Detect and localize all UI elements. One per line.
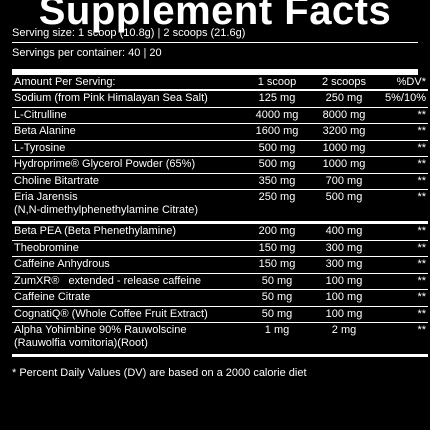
ingredient-name: Sodium (from Pink Himalayan Sea Salt) — [12, 90, 244, 108]
amount-scoop2: 2 mg — [310, 322, 378, 357]
servings-per-container: Servings per container: 40 | 20 — [12, 47, 162, 59]
daily-value: ** — [378, 140, 428, 157]
amount-scoop2: 8000 mg — [310, 107, 378, 124]
daily-value: ** — [378, 306, 428, 323]
table-row: Caffeine Citrate 50 mg 100 mg ** — [12, 289, 428, 307]
daily-value: ** — [378, 222, 428, 241]
facts-table: Amount Per Serving: 1 scoop 2 scoops %DV… — [12, 75, 428, 357]
daily-value: ** — [378, 189, 428, 224]
ingredient-name-line2: (Rauwolfia vomitoria)(Root) — [14, 337, 148, 349]
amount-scoop1: 150 mg — [244, 240, 310, 257]
footnote: * Percent Daily Values (DV) are based on… — [12, 367, 307, 379]
table-row: Choline Bitartrate 350 mg 700 mg ** — [12, 173, 428, 190]
ingredient-name: Caffeine Anhydrous — [12, 256, 244, 274]
amount-scoop1: 1600 mg — [244, 123, 310, 141]
amount-scoop1: 200 mg — [244, 222, 310, 241]
amount-scoop2: 300 mg — [310, 240, 378, 257]
amount-scoop2: 400 mg — [310, 222, 378, 241]
serving-info: Serving size: 1 scoop (10.8g) | 2 scoops… — [12, 23, 418, 62]
daily-value: 5%/10% — [378, 90, 428, 108]
header-scoop2: 2 scoops — [310, 75, 378, 91]
header-amount: Amount Per Serving: — [12, 75, 244, 91]
daily-value: ** — [378, 173, 428, 190]
amount-scoop1: 500 mg — [244, 140, 310, 157]
amount-scoop2: 100 mg — [310, 273, 378, 290]
ingredient-name: Hydroprime® Glycerol Powder (65%) — [12, 156, 244, 174]
amount-scoop2: 100 mg — [310, 306, 378, 323]
amount-scoop2: 3200 mg — [310, 123, 378, 141]
table-row: Sodium (from Pink Himalayan Sea Salt) 12… — [12, 90, 428, 108]
ingredient-name: Alpha Yohimbine 90% Rauwolscine (Rauwolf… — [12, 322, 244, 357]
amount-scoop2: 1000 mg — [310, 156, 378, 174]
ingredient-name-line1: Alpha Yohimbine 90% Rauwolscine — [14, 324, 187, 336]
daily-value: ** — [378, 322, 428, 357]
amount-scoop1: 150 mg — [244, 256, 310, 274]
amount-scoop2: 300 mg — [310, 256, 378, 274]
thick-divider — [12, 69, 418, 75]
table-row: CognatiQ® (Whole Coffee Fruit Extract) 5… — [12, 306, 428, 323]
serving-size: Serving size: 1 scoop (10.8g) | 2 scoops… — [12, 23, 418, 43]
amount-scoop2: 1000 mg — [310, 140, 378, 157]
amount-scoop1: 350 mg — [244, 173, 310, 190]
daily-value: ** — [378, 240, 428, 257]
ingredient-name: Eria Jarensis (N,N-dimethylphenethylamin… — [12, 189, 244, 224]
ingredient-name: Beta PEA (Beta Phenethylamine) — [12, 222, 244, 241]
table-row: Beta Alanine 1600 mg 3200 mg ** — [12, 123, 428, 141]
amount-scoop1: 50 mg — [244, 273, 310, 290]
header-dv: %DV* — [378, 75, 428, 91]
daily-value: ** — [378, 256, 428, 274]
amount-scoop1: 50 mg — [244, 289, 310, 307]
ingredient-name: Theobromine — [12, 240, 244, 257]
ingredient-name: L-Tyrosine — [12, 140, 244, 157]
header-scoop1: 1 scoop — [244, 75, 310, 91]
panel-title: Supplement Facts — [38, 0, 392, 33]
daily-value: ** — [378, 107, 428, 124]
daily-value: ** — [378, 273, 428, 290]
table-row: Alpha Yohimbine 90% Rauwolscine (Rauwolf… — [12, 322, 428, 357]
amount-scoop2: 500 mg — [310, 189, 378, 224]
table-row: Caffeine Anhydrous 150 mg 300 mg ** — [12, 256, 428, 274]
amount-scoop1: 1 mg — [244, 322, 310, 357]
ingredient-name: CognatiQ® (Whole Coffee Fruit Extract) — [12, 306, 244, 323]
daily-value: ** — [378, 123, 428, 141]
table-row: Theobromine 150 mg 300 mg ** — [12, 240, 428, 257]
ingredient-name-line1: Eria Jarensis — [14, 191, 78, 203]
amount-scoop2: 250 mg — [310, 90, 378, 108]
table-row: Eria Jarensis (N,N-dimethylphenethylamin… — [12, 189, 428, 224]
ingredient-name: Caffeine Citrate — [12, 289, 244, 307]
amount-scoop1: 125 mg — [244, 90, 310, 108]
daily-value: ** — [378, 289, 428, 307]
table-row: ZumXR® extended - release caffeine 50 mg… — [12, 273, 428, 290]
ingredient-name: Choline Bitartrate — [12, 173, 244, 190]
amount-scoop2: 700 mg — [310, 173, 378, 190]
table-row: L-Citrulline 4000 mg 8000 mg ** — [12, 107, 428, 124]
ingredient-name: L-Citrulline — [12, 107, 244, 124]
amount-scoop1: 50 mg — [244, 306, 310, 323]
amount-scoop2: 100 mg — [310, 289, 378, 307]
amount-scoop1: 4000 mg — [244, 107, 310, 124]
table-row: Beta PEA (Beta Phenethylamine) 200 mg 40… — [12, 222, 428, 241]
ingredient-name-line2: (N,N-dimethylphenethylamine Citrate) — [14, 204, 199, 216]
ingredient-name: Beta Alanine — [12, 123, 244, 141]
table-row: L-Tyrosine 500 mg 1000 mg ** — [12, 140, 428, 157]
ingredient-name: ZumXR® extended - release caffeine — [12, 273, 244, 290]
daily-value: ** — [378, 156, 428, 174]
amount-scoop1: 500 mg — [244, 156, 310, 174]
table-row: Hydroprime® Glycerol Powder (65%) 500 mg… — [12, 156, 428, 174]
amount-scoop1: 250 mg — [244, 189, 310, 224]
table-header-row: Amount Per Serving: 1 scoop 2 scoops %DV… — [12, 75, 428, 91]
